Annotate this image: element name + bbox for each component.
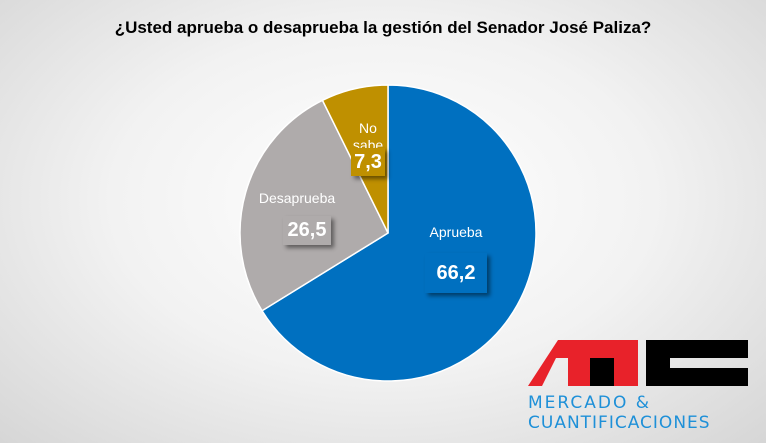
value-desaprueba: 26,5 [283, 216, 331, 245]
logo: MERCADO & CUANTIFICACIONES [528, 338, 760, 438]
logo-line1: MERCADO & [528, 393, 652, 413]
value-no-sabe: 7,3 [351, 148, 385, 176]
chart-title: ¿Usted aprueba o desaprueba la gestión d… [114, 18, 652, 37]
label-aprueba: Aprueba [429, 224, 483, 240]
pie-slice-aprueba [261, 84, 537, 382]
logo-line2: CUANTIFICACIONES [528, 413, 711, 433]
label-desaprueba: Desaprueba [258, 190, 336, 206]
value-aprueba: 66,2 [425, 253, 487, 293]
pie-slice-desaprueba [239, 99, 389, 312]
logo-mark-icon [528, 340, 748, 386]
